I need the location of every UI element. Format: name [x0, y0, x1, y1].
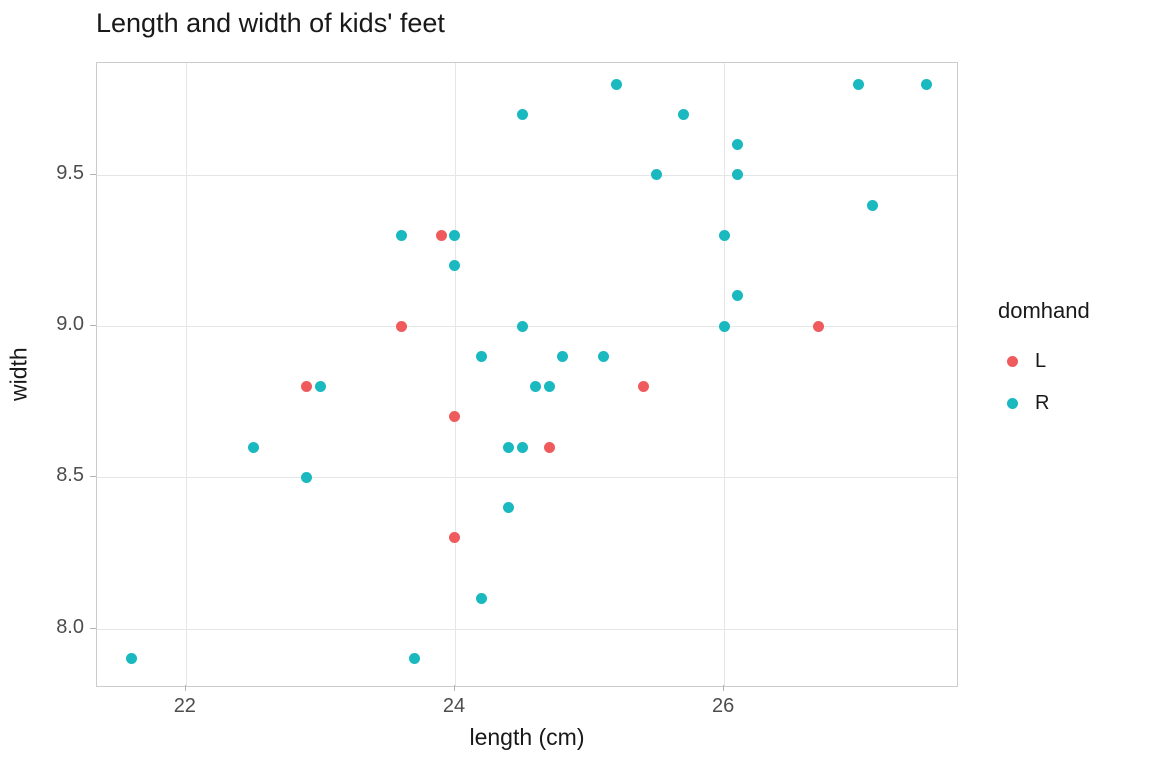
- data-point: [301, 471, 313, 483]
- data-point: [597, 350, 609, 362]
- data-point: [516, 441, 528, 453]
- data-point: [516, 320, 528, 332]
- y-tick-label: 9.5: [56, 161, 84, 184]
- data-point: [449, 411, 461, 423]
- data-point: [449, 532, 461, 544]
- data-point: [301, 381, 313, 393]
- data-point: [449, 260, 461, 272]
- chart-title: Length and width of kids' feet: [96, 8, 445, 38]
- data-point: [732, 290, 744, 302]
- gridline-vertical: [454, 63, 456, 686]
- data-point: [920, 78, 932, 90]
- x-tick-label: 26: [712, 695, 735, 717]
- gridline-horizontal: [97, 174, 957, 176]
- data-point: [732, 139, 744, 151]
- data-point: [853, 78, 865, 90]
- data-point: [395, 229, 407, 241]
- data-point: [530, 381, 542, 393]
- data-point: [543, 441, 555, 453]
- y-tick-mark-icon: [90, 627, 96, 629]
- data-point: [436, 229, 448, 241]
- data-point: [314, 381, 326, 393]
- data-point: [476, 592, 488, 604]
- y-tick-mark-icon: [90, 325, 96, 327]
- data-point: [126, 653, 138, 665]
- data-point: [543, 381, 555, 393]
- legend: domhand L R: [998, 298, 1090, 424]
- data-point: [395, 320, 407, 332]
- y-tick-label: 8.0: [56, 615, 84, 638]
- data-point: [678, 108, 690, 120]
- data-point: [732, 169, 744, 181]
- y-tick-label: 8.5: [56, 464, 84, 487]
- x-tick-label: 24: [442, 695, 466, 717]
- data-point: [247, 441, 259, 453]
- data-point: [718, 320, 730, 332]
- data-point: [516, 108, 528, 120]
- data-point: [812, 320, 824, 332]
- data-point: [557, 350, 569, 362]
- legend-dot-L-icon: [1007, 355, 1018, 367]
- x-tick-mark-icon: [184, 685, 186, 691]
- y-axis-title: width: [5, 347, 32, 402]
- data-point: [449, 229, 461, 241]
- y-tick-mark-icon: [90, 476, 96, 478]
- legend-label-R: R: [1035, 391, 1050, 414]
- x-tick-mark-icon: [453, 685, 455, 691]
- plot-panel: [96, 62, 958, 687]
- data-point: [866, 199, 878, 211]
- data-point: [503, 502, 515, 514]
- gridline-horizontal: [97, 477, 957, 479]
- legend-title: domhand: [998, 298, 1090, 323]
- gridline-horizontal: [97, 628, 957, 630]
- data-point: [503, 441, 515, 453]
- x-tick-mark-icon: [723, 685, 725, 691]
- gridline-vertical: [724, 63, 726, 686]
- legend-item-L: L: [998, 340, 1090, 382]
- y-tick-label: 9.0: [56, 313, 84, 336]
- gridline-vertical: [185, 63, 187, 686]
- data-point: [610, 78, 622, 90]
- x-axis-title: length (cm): [469, 724, 585, 750]
- legend-label-L: L: [1035, 349, 1047, 372]
- legend-dot-R-icon: [1007, 397, 1018, 409]
- data-point: [718, 229, 730, 241]
- y-tick-mark-icon: [90, 173, 96, 175]
- legend-item-R: R: [998, 382, 1090, 424]
- x-tick-label: 22: [173, 695, 196, 717]
- data-point: [637, 381, 649, 393]
- data-point: [409, 653, 421, 665]
- data-point: [476, 350, 488, 362]
- data-point: [651, 169, 663, 181]
